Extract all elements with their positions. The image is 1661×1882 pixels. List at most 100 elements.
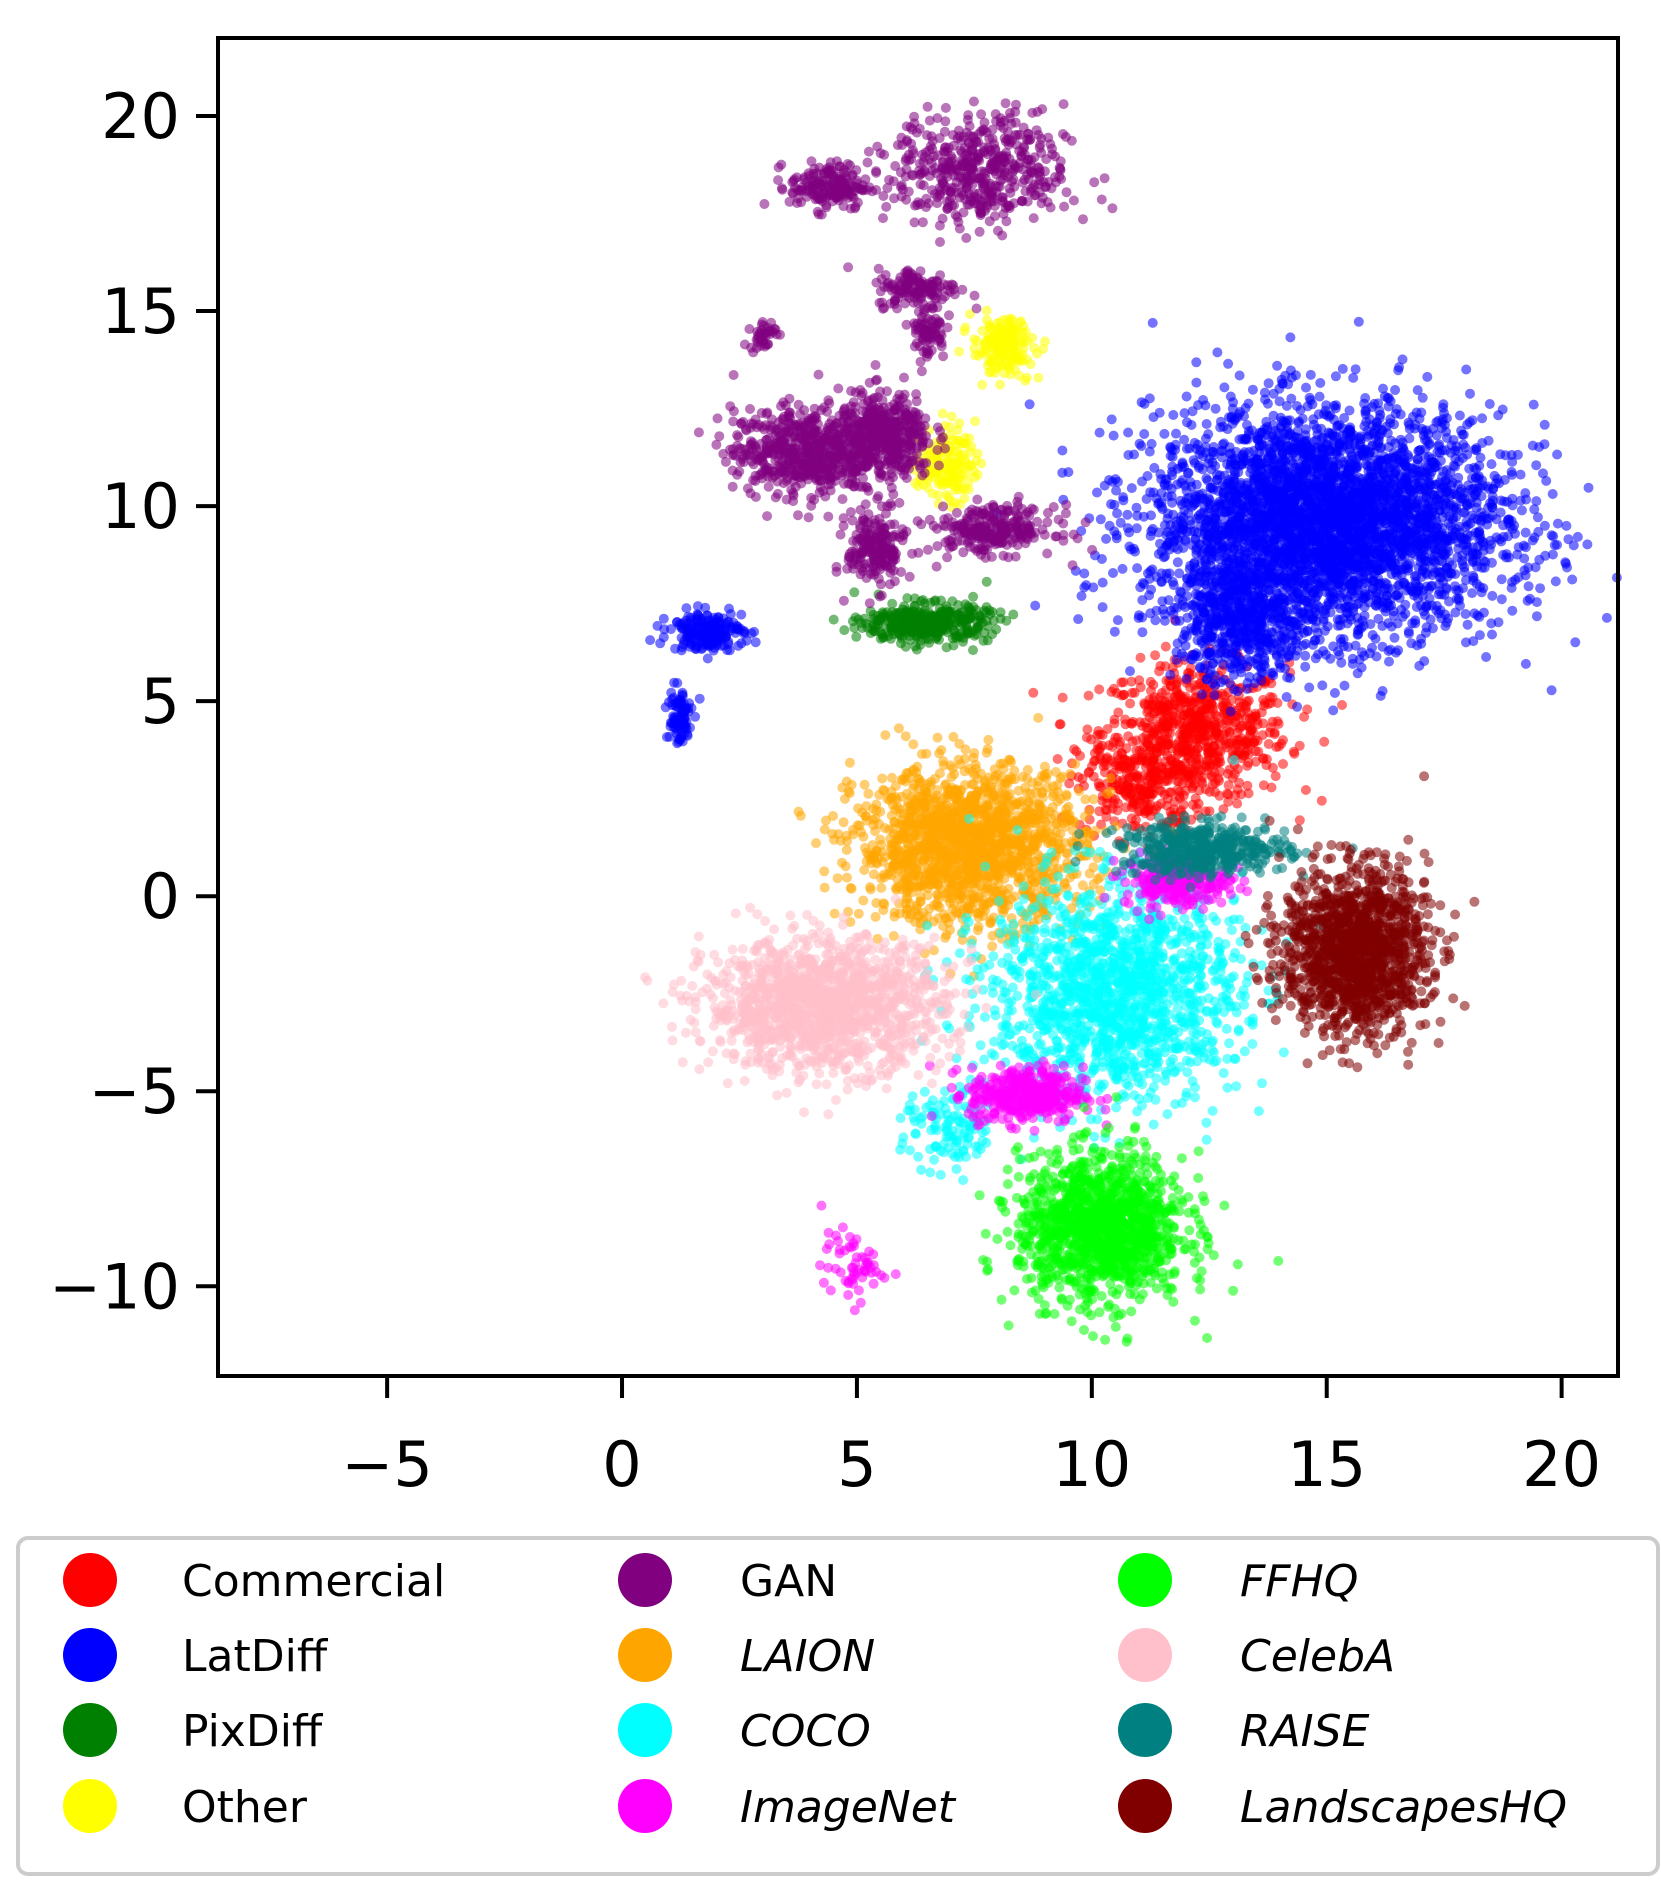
- data-point: [1469, 513, 1480, 524]
- data-point: [1173, 747, 1184, 758]
- data-point: [1375, 690, 1386, 701]
- data-point: [1075, 750, 1085, 761]
- data-point: [1258, 780, 1269, 791]
- data-point: [1267, 450, 1278, 461]
- data-point: [1268, 670, 1279, 681]
- data-point: [1131, 502, 1142, 513]
- data-point: [1197, 772, 1208, 783]
- data-point: [1102, 724, 1113, 734]
- data-point: [1507, 523, 1518, 534]
- data-point: [1454, 410, 1465, 421]
- data-point: [1204, 500, 1215, 511]
- data-point: [1241, 739, 1252, 750]
- data-point: [1165, 669, 1176, 680]
- data-point: [1369, 398, 1380, 409]
- data-point: [1224, 505, 1235, 516]
- data-point: [1148, 695, 1159, 705]
- data-point: [1148, 788, 1159, 799]
- data-point: [1256, 558, 1267, 568]
- data-point: [1339, 413, 1350, 423]
- data-point: [1109, 526, 1120, 537]
- data-point: [1396, 541, 1407, 552]
- data-point: [1438, 482, 1449, 493]
- data-point: [1237, 458, 1248, 469]
- data-point: [1271, 436, 1282, 447]
- data-point: [1150, 650, 1161, 661]
- data-point: [1417, 392, 1428, 403]
- data-point: [1380, 471, 1391, 481]
- data-point: [1081, 732, 1092, 743]
- data-point: [1183, 467, 1194, 478]
- data-point: [1145, 676, 1156, 687]
- data-point: [1397, 437, 1408, 448]
- data-point: [1337, 505, 1348, 516]
- data-point: [1396, 604, 1407, 615]
- data-point: [1112, 732, 1123, 743]
- data-point: [1272, 360, 1283, 371]
- data-point: [1109, 499, 1120, 510]
- data-point: [1223, 789, 1234, 800]
- data-point: [1190, 491, 1201, 502]
- data-point: [1263, 378, 1274, 389]
- data-point: [1101, 533, 1112, 544]
- data-point: [1167, 756, 1177, 767]
- data-point: [1187, 783, 1198, 794]
- data-point: [1243, 749, 1254, 760]
- data-point: [1434, 555, 1445, 566]
- data-point: [1373, 542, 1384, 553]
- data-point: [1335, 634, 1346, 644]
- data-point: [1477, 562, 1487, 573]
- data-point: [1175, 495, 1186, 506]
- data-point: [1359, 421, 1370, 432]
- data-point: [1455, 531, 1466, 542]
- data-point: [1487, 590, 1498, 601]
- data-point: [1210, 719, 1221, 730]
- data-point: [1390, 501, 1401, 512]
- data-point: [1137, 627, 1148, 638]
- data-point: [1423, 518, 1434, 529]
- data-point: [1241, 502, 1251, 512]
- data-point: [1520, 527, 1531, 538]
- data-point: [1179, 434, 1190, 445]
- data-point: [1167, 715, 1178, 726]
- data-point: [1277, 518, 1288, 529]
- data-point: [1216, 446, 1227, 457]
- data-point: [1300, 650, 1311, 661]
- data-point: [1269, 727, 1280, 738]
- data-point: [1450, 569, 1461, 580]
- data-point: [1469, 608, 1480, 619]
- data-point: [1331, 400, 1342, 411]
- data-point: [1289, 748, 1300, 759]
- data-point: [1145, 771, 1156, 782]
- data-point: [1348, 372, 1359, 383]
- data-point: [1316, 795, 1327, 806]
- data-point: [1531, 611, 1542, 622]
- data-point: [1458, 507, 1469, 518]
- data-point: [1456, 484, 1467, 495]
- data-point: [1428, 423, 1439, 434]
- data-point: [1142, 471, 1153, 481]
- data-point: [1281, 400, 1292, 411]
- data-point: [1550, 576, 1561, 587]
- data-point: [1547, 549, 1558, 560]
- data-point: [1477, 413, 1488, 424]
- data-point: [1302, 704, 1313, 715]
- data-point: [1523, 562, 1534, 573]
- data-point: [1148, 412, 1159, 423]
- data-point: [1350, 364, 1361, 375]
- data-point: [1164, 787, 1175, 798]
- data-point: [1207, 772, 1217, 782]
- data-point: [1095, 754, 1105, 765]
- data-point: [1171, 516, 1182, 527]
- data-point: [1139, 429, 1150, 439]
- data-point: [1531, 496, 1542, 507]
- data-point: [1263, 463, 1274, 474]
- data-point: [1210, 521, 1221, 532]
- data-point: [1108, 568, 1118, 578]
- data-point: [1227, 746, 1238, 757]
- data-point: [1546, 685, 1557, 696]
- data-point: [1406, 638, 1417, 649]
- data-point: [1057, 467, 1068, 478]
- data-point: [1207, 779, 1218, 790]
- data-point: [1259, 700, 1269, 711]
